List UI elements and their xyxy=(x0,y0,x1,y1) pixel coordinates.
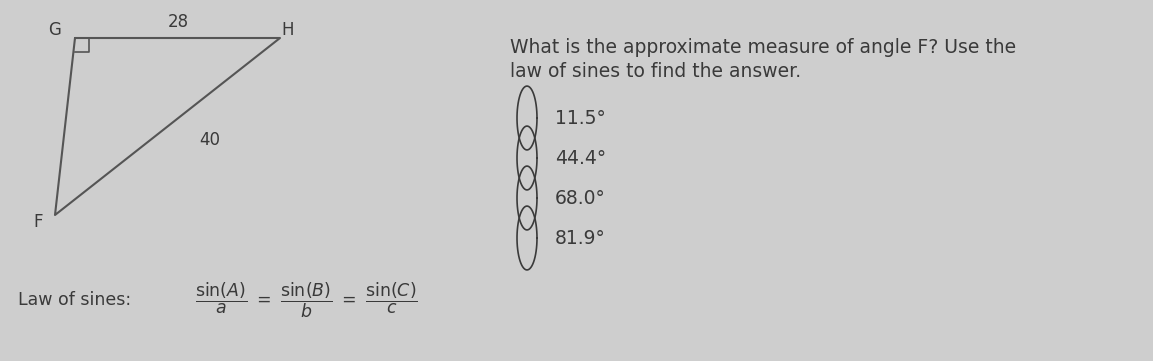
Text: 81.9°: 81.9° xyxy=(555,229,605,248)
Text: Law of sines:: Law of sines: xyxy=(18,291,142,309)
Text: 68.0°: 68.0° xyxy=(555,188,605,208)
Text: 44.4°: 44.4° xyxy=(555,148,606,168)
Text: G: G xyxy=(48,21,61,39)
Text: F: F xyxy=(33,213,43,231)
Text: law of sines to find the answer.: law of sines to find the answer. xyxy=(510,62,801,81)
Text: 40: 40 xyxy=(199,131,220,149)
Text: $\dfrac{\sin(A)}{a}\ =\ \dfrac{\sin(B)}{b}\ =\ \dfrac{\sin(C)}{c}$: $\dfrac{\sin(A)}{a}\ =\ \dfrac{\sin(B)}{… xyxy=(195,280,417,320)
Text: 28: 28 xyxy=(167,13,189,31)
Text: H: H xyxy=(281,21,294,39)
Text: 11.5°: 11.5° xyxy=(555,109,605,127)
Text: What is the approximate measure of angle F? Use the: What is the approximate measure of angle… xyxy=(510,38,1016,57)
